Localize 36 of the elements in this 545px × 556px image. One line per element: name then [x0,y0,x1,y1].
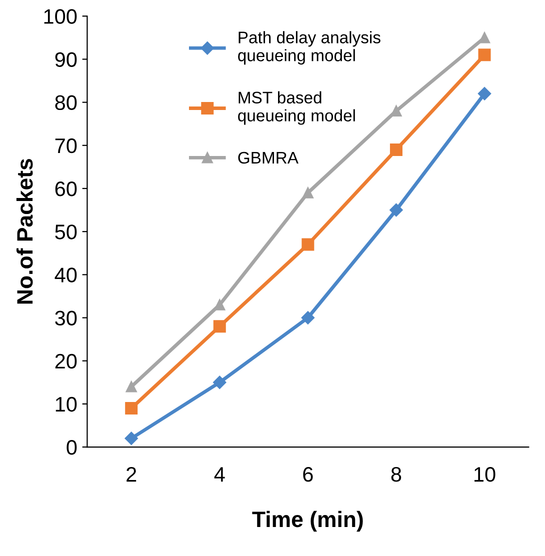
x-tick-label: 4 [214,467,225,482]
x-tick-label: 2 [126,467,136,482]
y-tick-label: 100 [44,9,77,24]
x-axis-title: Time (min) [252,510,363,532]
point [478,87,492,100]
x-tick-label: 8 [391,467,402,482]
legend-label: MST based queueing model [238,91,355,125]
x-tick-label: 10 [474,467,496,482]
y-tick-label: 40 [54,268,77,282]
y-tick-label: 50 [55,224,77,240]
y-tick-label: 90 [55,52,77,67]
point [302,238,314,251]
point [213,376,226,389]
y-tick-label: 70 [55,138,77,154]
y-tick-label: 80 [55,95,77,110]
y-tick-label: 0 [66,440,77,455]
point [302,187,314,198]
point [213,320,226,333]
y-tick-label: 60 [55,181,77,196]
legend-label: Path delay analysis queueing model [238,31,380,65]
point [478,32,490,44]
x-tick-label: 6 [303,467,313,482]
point [390,105,402,116]
point [478,48,491,62]
point [214,299,226,310]
y-tick-label: 10 [56,396,77,412]
point [124,432,138,445]
y-axis-title: No.of Packets [16,159,33,304]
y-tick-label: 20 [55,354,77,369]
point [126,381,137,392]
legend-label: GBMRA [238,152,298,164]
y-tick-label: 30 [55,310,77,326]
point [125,402,138,414]
point [301,311,315,324]
point [390,143,402,156]
point [390,203,403,217]
